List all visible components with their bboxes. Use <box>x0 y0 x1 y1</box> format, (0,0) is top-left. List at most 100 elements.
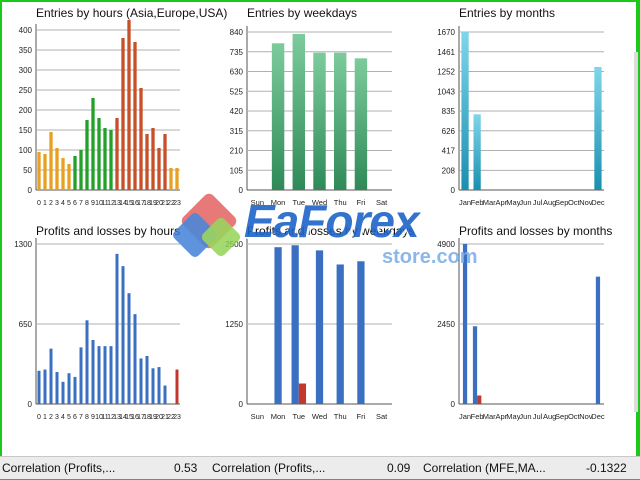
y-tick-label: 400 <box>19 26 33 35</box>
x-tick-label: Mar <box>483 412 496 421</box>
correlation-label: Correlation (Profits,... <box>212 461 326 475</box>
x-tick-label: 6 <box>73 414 77 421</box>
x-tick-label: 23 <box>173 200 181 207</box>
panel-entries-weekdays: Entries by weekdays 0 105 210 315 420 525 630 7… <box>214 6 424 211</box>
profit-bar <box>55 372 59 404</box>
y-tick-label: 0 <box>239 186 244 195</box>
correlation-label: Correlation (Profits,... <box>2 461 116 475</box>
bar <box>133 42 137 190</box>
x-tick-label: Aug <box>543 198 556 207</box>
chart-title: Entries by weekdays <box>247 6 358 20</box>
x-tick-label: Fri <box>357 198 366 207</box>
x-tick-label: 11 <box>101 414 108 421</box>
y-tick-label: 1252 <box>437 68 455 77</box>
y-tick-label: 0 <box>451 186 456 195</box>
correlation-bar: Correlation (Profits,... 0.53 Correlatio… <box>0 456 640 479</box>
x-tick-label: Jun <box>519 412 531 421</box>
correlation-value: -0.1322 <box>586 461 627 475</box>
panel-pl-weekdays: Profits and losses by weekdays 012502500… <box>214 224 424 424</box>
bar <box>115 118 119 190</box>
x-tick-label: 3 <box>55 414 59 421</box>
x-tick-label: 23 <box>173 414 181 421</box>
profit-bar <box>462 244 468 404</box>
y-tick-label: 50 <box>23 166 32 175</box>
x-tick-label: 2 <box>49 414 53 421</box>
y-tick-label: 250 <box>19 86 33 95</box>
y-tick-label: 200 <box>19 106 33 115</box>
x-tick-label: 18 <box>143 200 151 207</box>
x-tick-label: Apr <box>495 412 507 421</box>
x-tick-label: 13 <box>113 200 121 207</box>
x-tick-label: 12 <box>107 200 115 207</box>
y-tick-label: 840 <box>230 28 244 37</box>
profit-bar <box>472 326 478 404</box>
x-tick-label: 18 <box>143 414 151 421</box>
correlation-value: 0.53 <box>174 461 198 475</box>
y-tick-label: 1250 <box>225 320 243 329</box>
x-tick-label: 8 <box>85 414 89 421</box>
bar <box>109 130 113 190</box>
watermark-subtitle: store.com <box>382 246 478 268</box>
bar <box>67 164 71 190</box>
y-tick-label: 525 <box>230 87 244 96</box>
x-tick-label: Dec <box>591 198 605 207</box>
profit-bar <box>133 314 137 404</box>
profit-bar <box>315 250 324 404</box>
x-tick-label: Oct <box>568 412 581 421</box>
x-tick-label: Feb <box>471 198 484 207</box>
profit-bar <box>115 253 119 404</box>
x-tick-label: Dec <box>591 412 605 421</box>
bar <box>103 128 107 190</box>
x-tick-label: 4 <box>61 200 65 207</box>
profit-bar <box>109 346 113 404</box>
profit-bar <box>151 368 155 404</box>
y-tick-label: 210 <box>230 147 244 156</box>
profit-bar <box>67 373 71 404</box>
x-tick-label: 20 <box>155 414 163 421</box>
y-tick-label: 626 <box>442 127 456 136</box>
x-tick-label: May <box>506 412 520 421</box>
profit-bar <box>127 293 131 404</box>
profit-bar <box>145 356 149 404</box>
x-tick-label: Thu <box>334 198 347 207</box>
panel-pl-months: Profits and losses by months 0 2450 4900 Ja… <box>426 224 636 424</box>
profit-bar <box>43 369 47 404</box>
x-tick-label: 16 <box>131 414 139 421</box>
bar <box>61 158 65 190</box>
x-tick-label: 8 <box>85 200 89 207</box>
x-tick-label: 7 <box>79 414 83 421</box>
profit-bar <box>139 358 143 404</box>
bar <box>49 132 53 190</box>
x-tick-label: 5 <box>67 414 71 421</box>
chart-title: Entries by hours (Asia,Europe,USA) <box>36 6 228 20</box>
x-tick-label: 14 <box>119 414 127 421</box>
bar <box>43 154 47 190</box>
bar <box>55 148 59 190</box>
x-tick-label: Tue <box>292 198 305 207</box>
x-tick-label: 0 <box>37 200 41 207</box>
watermark-emblem-icon <box>173 193 241 257</box>
x-tick-label: 22 <box>167 200 175 207</box>
chart-title: Entries by months <box>459 6 556 20</box>
bar <box>121 38 125 190</box>
y-tick-label: 4900 <box>437 240 455 249</box>
y-tick-label: 417 <box>442 147 456 156</box>
x-tick-label: Thu <box>334 412 347 421</box>
chart-pl-by-weekdays: 012502500SunMonTueWedThuFriSat <box>225 238 392 421</box>
x-tick-label: 15 <box>125 414 133 421</box>
x-tick-label: 21 <box>161 414 169 421</box>
profit-bar <box>79 347 83 404</box>
bar <box>85 120 89 190</box>
x-tick-label: 1 <box>43 200 47 207</box>
bar <box>37 152 41 190</box>
profit-bar <box>274 247 282 404</box>
panel-pl-hours: Profits and losses by hours 0 650 1300 0 1 2 3… <box>2 224 212 424</box>
bar <box>292 33 305 190</box>
vertical-scrollbar[interactable] <box>634 52 638 412</box>
bar <box>157 148 161 190</box>
x-tick-label: Tue <box>292 412 305 421</box>
x-tick-label: Sun <box>251 412 264 421</box>
bar <box>594 67 602 190</box>
x-tick-label: Jul <box>533 198 543 207</box>
